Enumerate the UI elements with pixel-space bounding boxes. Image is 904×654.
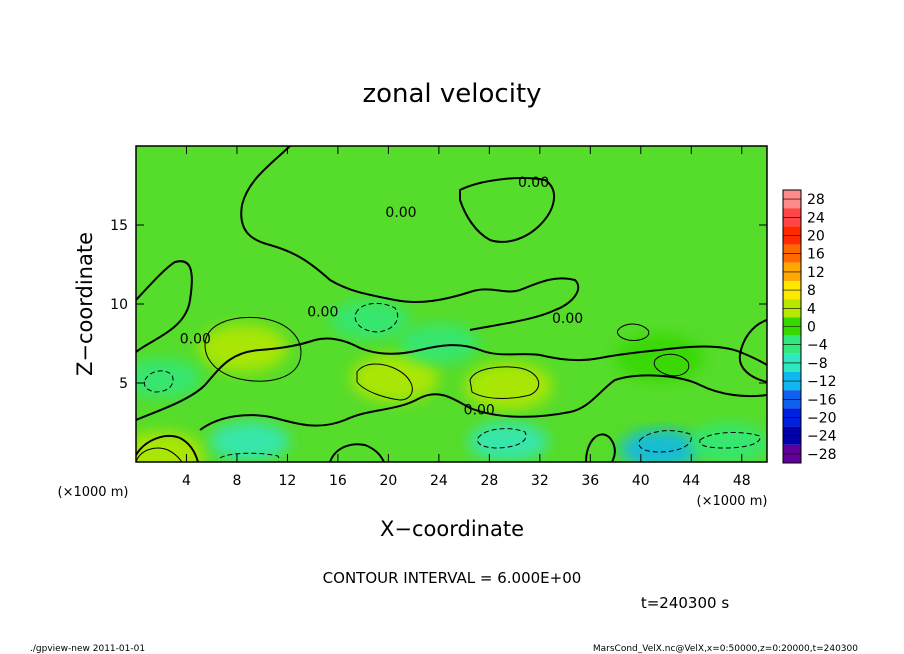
negative-contour-cyan-top <box>354 302 399 333</box>
footer-left: ./gpview-new 2011-01-01 <box>30 644 145 654</box>
y-axis-label: Z−coordinate <box>73 232 97 376</box>
field-feature-2 <box>350 354 439 403</box>
positive-contour-bottom-left <box>136 447 183 462</box>
x-tick-label-1: 8 <box>232 473 241 489</box>
zero-contour-top-island <box>459 177 555 243</box>
colorbar-label-7: 0 <box>807 320 816 336</box>
x-tick-label-0: 4 <box>182 473 191 489</box>
colorbar-label-2: 20 <box>807 229 825 245</box>
y-axis-unit: (×1000 m) <box>58 485 129 500</box>
zero-contour-lower <box>199 374 767 431</box>
y-tick-label-2: 15 <box>110 218 128 234</box>
plot-background <box>136 146 767 462</box>
colorbar-label-3: 16 <box>807 247 825 263</box>
x-tick-label-8: 36 <box>581 473 599 489</box>
contour-layer <box>136 146 767 462</box>
negative-contour-left <box>143 370 174 393</box>
colorbar-label-0: 28 <box>807 192 825 208</box>
field-feature-1 <box>464 362 553 411</box>
x-tick-label-9: 40 <box>632 473 650 489</box>
field-feature-9 <box>619 429 700 462</box>
field-feature-7 <box>209 421 290 462</box>
negative-contour-bottom-b <box>638 430 692 453</box>
x-tick-label-11: 48 <box>733 473 751 489</box>
field-feature-4 <box>329 299 410 340</box>
zero-contour-bottom-island-a <box>329 443 385 462</box>
colorbar-label-6: 4 <box>807 301 816 317</box>
x-axis-label: X−coordinate <box>380 517 524 541</box>
y-tick-label-0: 5 <box>119 376 128 392</box>
contour-labels: 0.00 0.00 0.00 0.00 0.00 0.00 <box>180 175 583 419</box>
footer-right: MarsCond_VelX.nc@VelX,x=0:50000,z=0:2000… <box>593 644 858 654</box>
zero-contour-top <box>240 146 580 331</box>
negative-contour-bottom-c <box>699 432 761 449</box>
contour-label-0: 0.00 <box>518 175 549 191</box>
time-label: t=240300 s <box>641 594 729 612</box>
y-tick-label-1: 10 <box>110 297 128 313</box>
y-axis: 5 10 15 <box>110 218 767 392</box>
chart-title: zonal velocity <box>362 79 541 109</box>
negative-contour-bottom-a <box>477 428 527 449</box>
positive-contour-mid-blob <box>469 366 540 399</box>
field-feature-3 <box>615 333 704 382</box>
field-feature-5 <box>136 358 202 399</box>
contour-label-2: 0.00 <box>307 305 338 321</box>
positive-contour-right-blob-b <box>653 353 690 377</box>
colorbar-label-10: −12 <box>807 374 837 390</box>
colorbar-label-11: −16 <box>807 392 837 408</box>
zero-contour-right <box>738 319 767 383</box>
contour-interval-label: CONTOUR INTERVAL = 6.000E+00 <box>323 569 582 587</box>
zero-contour-bottom-island-b <box>585 433 616 462</box>
colorbar-label-14: −28 <box>807 447 837 463</box>
contour-label-3: 0.00 <box>552 311 583 327</box>
positive-contour-left-blob <box>204 316 302 382</box>
colorbar-label-12: −20 <box>807 411 837 427</box>
x-tick-label-10: 44 <box>682 473 700 489</box>
x-tick-label-5: 24 <box>430 473 448 489</box>
positive-contour-small-blob <box>356 363 413 401</box>
x-tick-label-7: 32 <box>531 473 549 489</box>
x-tick-label-6: 28 <box>480 473 498 489</box>
colorbar-label-9: −8 <box>807 356 828 372</box>
x-axis-unit: (×1000 m) <box>697 494 768 509</box>
colorbar-label-1: 24 <box>807 210 825 226</box>
field-feature-0 <box>199 324 288 373</box>
zero-contour-mid <box>136 337 767 421</box>
zero-contour-left <box>136 260 193 353</box>
zero-contour-bottom-left <box>136 435 199 462</box>
colorbar-label-13: −24 <box>807 429 837 445</box>
x-axis: 4 8 12 16 20 24 28 32 36 40 44 48 <box>182 146 751 489</box>
colorbar-label-8: −4 <box>807 338 828 354</box>
colorbar-label-4: 12 <box>807 265 825 281</box>
x-tick-label-2: 12 <box>279 473 297 489</box>
x-tick-label-4: 20 <box>379 473 397 489</box>
field-feature-11 <box>398 323 479 364</box>
colorbar: 28 24 20 16 12 8 4 0 −4 −8 −12 −16 −20 −24 −28 <box>782 189 837 464</box>
colorbar-label-5: 8 <box>807 283 816 299</box>
field-feature-10 <box>689 423 767 462</box>
field-feature-6 <box>136 431 206 462</box>
contour-label-1: 0.00 <box>385 205 416 221</box>
contour-label-4: 0.00 <box>180 332 211 348</box>
positive-contour-right-blob <box>617 323 650 341</box>
contour-label-5: 0.00 <box>464 403 495 419</box>
x-tick-label-3: 16 <box>329 473 347 489</box>
plot-area: 0.00 0.00 0.00 0.00 0.00 0.00 <box>135 145 768 463</box>
field-feature-8 <box>468 421 549 462</box>
